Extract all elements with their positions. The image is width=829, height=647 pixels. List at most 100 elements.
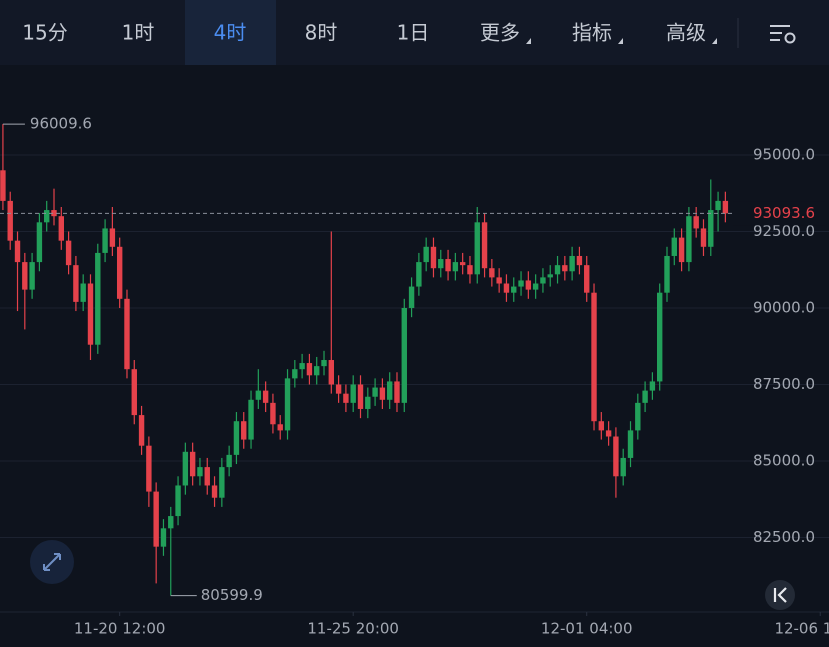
candle-body [401, 307, 407, 403]
dropdown-caret [618, 38, 623, 44]
candle-body [51, 210, 57, 217]
candle-body [357, 384, 364, 409]
candle-body [518, 280, 524, 287]
candle-body [686, 216, 692, 263]
candle-body [14, 240, 21, 263]
candle-body [160, 528, 167, 547]
y-tick-label: 90000.0 [753, 298, 815, 316]
candle-body [189, 451, 196, 477]
last-price-box [733, 201, 825, 226]
candle-body [540, 277, 546, 284]
candle-body [525, 280, 532, 290]
candle-body [408, 286, 415, 308]
candle-body [146, 445, 152, 492]
timeframe-tab[interactable]: 8时 [305, 21, 338, 45]
candle-body [175, 485, 181, 517]
candle-body [80, 283, 86, 302]
y-tick-label: 82500.0 [753, 528, 815, 546]
candle-body [635, 402, 641, 431]
candle-body [0, 170, 6, 201]
candle-body [226, 454, 232, 468]
dropdown-caret [712, 38, 717, 44]
candle-body [248, 399, 254, 440]
candle-body [29, 262, 35, 290]
candle-body [335, 384, 342, 394]
candle-body [153, 491, 159, 547]
candle-body [394, 381, 400, 403]
candle-body [430, 246, 437, 269]
candle-body [569, 255, 575, 272]
x-tick-label: 11-20 12:00 [74, 620, 166, 638]
timeframe-tab[interactable]: 15分 [22, 21, 67, 45]
candle-body [562, 265, 568, 272]
candle-body [109, 228, 116, 247]
candle-body [197, 467, 203, 477]
candle-body [489, 268, 495, 278]
scroll-to-latest-button[interactable] [765, 580, 795, 610]
candle-body [605, 430, 612, 437]
candle-body [262, 390, 269, 403]
candle-body [671, 237, 677, 256]
candle-body [277, 424, 283, 431]
y-tick-label: 85000.0 [753, 451, 815, 469]
expand-button[interactable] [30, 540, 74, 584]
active-tab-bg [185, 0, 276, 65]
candle-body [328, 360, 335, 385]
candle-body [620, 457, 626, 477]
candle-body [459, 262, 466, 266]
candle-body [503, 283, 510, 293]
timeframe-tab[interactable]: 4时 [214, 21, 247, 45]
x-tick-label: 11-25 20:00 [307, 620, 399, 638]
timeframe-tab[interactable]: 1日 [397, 21, 430, 45]
candle-body [321, 360, 327, 367]
candle-body [102, 228, 108, 253]
candle-body [36, 222, 43, 263]
candle-body [44, 210, 50, 223]
candle-body [211, 485, 218, 498]
candle-body [138, 415, 145, 446]
candle-body [481, 222, 488, 269]
settings-icon[interactable] [770, 25, 796, 44]
candle-body [496, 277, 502, 284]
candle-body [292, 369, 298, 379]
candle-body [379, 387, 386, 400]
candle-body [554, 265, 561, 275]
candle-body [168, 516, 174, 529]
candle-body [299, 363, 305, 370]
plot [0, 124, 829, 596]
candle-body [423, 246, 429, 263]
candle-body [438, 259, 444, 269]
candle-body [576, 255, 583, 266]
candle-body [386, 381, 393, 400]
candle-body [365, 396, 371, 409]
candle-body [182, 451, 189, 486]
candle-body [270, 402, 276, 425]
candle-body [511, 286, 517, 293]
candle-body [233, 421, 240, 455]
candle-body [474, 222, 480, 275]
timeframe-tab[interactable]: 指标 [572, 21, 612, 45]
candle-body [598, 421, 605, 431]
candle-body [204, 467, 210, 486]
y-tick-label: 87500.0 [753, 375, 815, 393]
candle-body [649, 381, 656, 391]
candle-body [95, 252, 101, 345]
candle-body [452, 262, 459, 272]
candle-body [241, 421, 247, 440]
candle-body [715, 200, 721, 211]
min-label: 80599.9 [201, 586, 263, 604]
candle-body [664, 255, 670, 293]
timeframe-tab[interactable]: 更多 [480, 21, 520, 45]
candle-body [314, 366, 320, 376]
candle-body [722, 200, 729, 214]
candle-body [678, 237, 685, 263]
timeframe-tab[interactable]: 高级 [666, 21, 706, 45]
y-tick-label: 92500.0 [753, 222, 815, 240]
timeframe-tab[interactable]: 1时 [122, 21, 155, 45]
candle-body [584, 265, 590, 293]
candle-body [116, 246, 123, 299]
candle-body [219, 467, 225, 498]
candle-body [65, 240, 72, 266]
